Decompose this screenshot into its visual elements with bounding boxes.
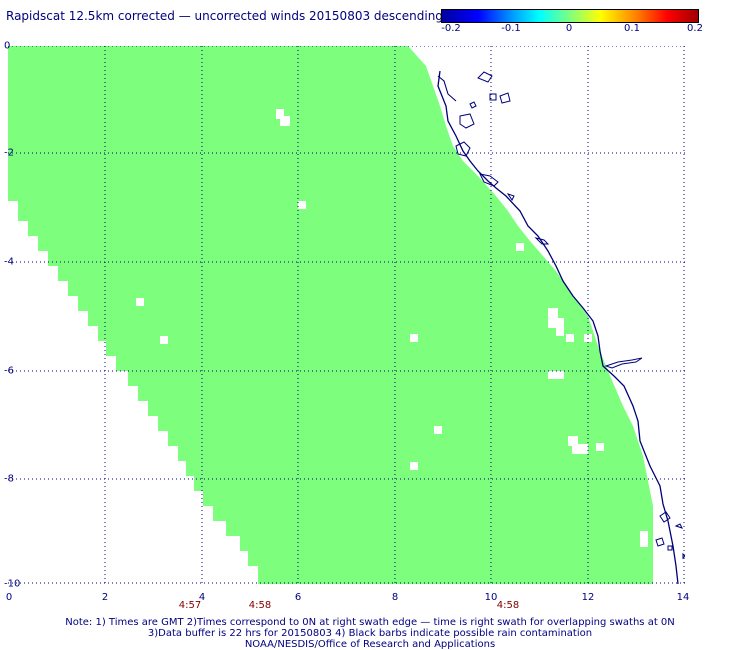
- footnote-line-1: Note: 1) Times are GMT 2)Times correspon…: [65, 617, 675, 628]
- map-grid: [8, 46, 685, 584]
- y-tick-label: -4: [4, 256, 14, 268]
- y-tick-label: 0: [4, 40, 11, 52]
- y-tick-label: -10: [4, 578, 21, 590]
- swath-time-label: 4:57: [178, 600, 202, 611]
- colorbar-label: 0: [565, 23, 573, 34]
- map-canvas: [8, 46, 685, 584]
- footnote-line-3: NOAA/NESDIS/Office of Research and Appli…: [244, 639, 496, 650]
- x-tick-label: 10: [484, 592, 498, 603]
- swath-time-label: 4:58: [496, 600, 520, 611]
- page-title: Rapidscat 12.5km corrected — uncorrected…: [6, 9, 443, 23]
- islands: [455, 71, 685, 560]
- coastline: [437, 70, 679, 584]
- y-tick-label: -8: [4, 473, 14, 485]
- colorbar-label: -0.2: [441, 23, 461, 34]
- x-tick-label: 8: [391, 592, 399, 603]
- swath-time-label: 4:58: [248, 600, 272, 611]
- coastline-islands: [437, 75, 457, 102]
- colorbar: [441, 9, 699, 23]
- colorbar-label: 0.2: [687, 23, 703, 34]
- x-tick-label: 12: [581, 592, 595, 603]
- x-tick-label: 6: [294, 592, 302, 603]
- x-tick-label: 0: [5, 592, 13, 603]
- x-tick-label: 2: [101, 592, 109, 603]
- x-tick-label: 4: [198, 592, 206, 603]
- footnote-line-2: 3)Data buffer is 22 hrs for 20150803 4) …: [147, 628, 593, 639]
- colorbar-label: 0.1: [624, 23, 640, 34]
- colorbar-label: -0.1: [501, 23, 521, 34]
- data-swath: [8, 46, 653, 584]
- x-tick-label: 14: [676, 592, 690, 603]
- wind-map[interactable]: [8, 46, 685, 584]
- y-tick-label: -2: [4, 147, 14, 159]
- y-tick-label: -6: [4, 365, 14, 377]
